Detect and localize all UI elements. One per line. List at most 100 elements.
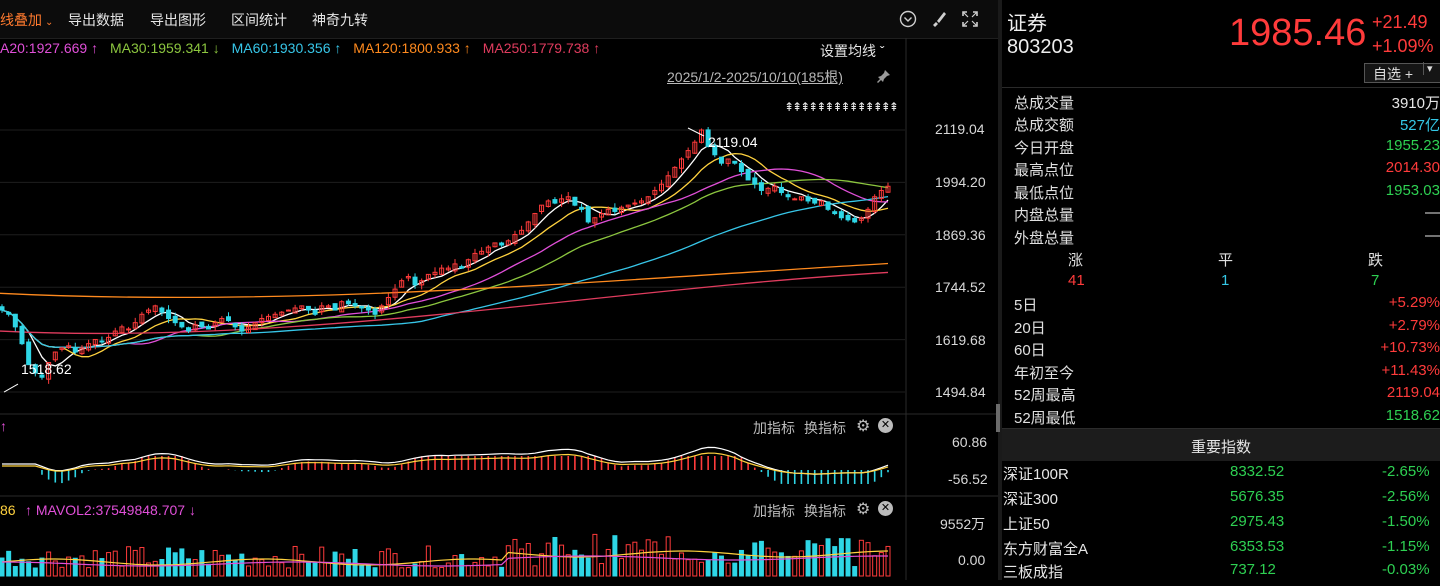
candle-body [845, 214, 851, 221]
chevron-down-icon: ⌄ [45, 17, 54, 28]
candle-body [46, 362, 52, 380]
candle-body [452, 263, 458, 272]
volume-bar [465, 564, 471, 577]
index-value: 5676.35 [1230, 488, 1285, 505]
volume-bar [772, 551, 778, 577]
up-count-label: 涨 [1068, 252, 1084, 269]
candle-body [525, 221, 531, 232]
period-value: 1518.62 [1385, 407, 1440, 424]
candle-body [419, 280, 425, 286]
candle-body [146, 309, 152, 313]
candle-body [552, 199, 558, 204]
index-value: 737.12 [1230, 561, 1276, 578]
vol-axis-top: 9552万 [940, 516, 986, 532]
draw-brush-icon[interactable] [929, 9, 949, 29]
candle-body [865, 208, 871, 219]
gear-icon[interactable]: ⚙ [856, 418, 871, 435]
index-row[interactable]: 深证300 5676.35 -2.56% [1002, 488, 1440, 513]
index-row[interactable]: 上证50 2975.43 -1.50% [1002, 513, 1440, 538]
volume-bar [732, 562, 738, 577]
index-row[interactable]: 东方财富全A 6353.53 -1.15% [1002, 538, 1440, 563]
candle-body [519, 229, 525, 235]
volume-bar [738, 549, 744, 577]
candle-body [712, 145, 718, 156]
candle-body [465, 259, 471, 268]
ma5-line [1, 144, 889, 367]
volume-bar [619, 558, 625, 577]
volume-bar [718, 555, 724, 577]
stat-label: 外盘总量 [1014, 230, 1075, 247]
kline-chart[interactable] [0, 38, 998, 580]
macd-switch-indicator-button[interactable]: 换指标 [804, 420, 846, 436]
candle-body [718, 156, 724, 164]
vol-switch-indicator-button[interactable]: 换指标 [804, 503, 846, 519]
signal-markers: ⇞⇞⇞⇞⇞⇞⇞⇞⇞⇞⇞⇞⇞⇞ [784, 100, 899, 114]
dea-line [2, 452, 889, 475]
volume-bar [166, 547, 172, 577]
ma60-legend: MA60:1930.356 ↑ [231, 40, 342, 56]
candle-body [192, 324, 198, 331]
volume-bar [59, 566, 65, 577]
volume-bar [865, 542, 871, 577]
candle-body [432, 271, 438, 276]
vol-label: 86 [0, 502, 16, 518]
gear-icon[interactable]: ⚙ [856, 501, 871, 518]
macd-add-indicator-button[interactable]: 加指标 [753, 420, 795, 436]
volume-bar [412, 563, 418, 577]
add-watchlist-button[interactable]: 自选 + ▾ [1364, 62, 1440, 83]
volume-bar [6, 550, 12, 577]
candle-body [445, 267, 451, 271]
index-row[interactable]: 深证100R 8332.52 -2.65% [1002, 463, 1440, 488]
volume-bar [845, 538, 851, 577]
candle-body [325, 305, 331, 308]
overlay-dropdown[interactable]: 线叠加 ⌄ [0, 10, 53, 30]
volume-bar [678, 552, 684, 577]
panel-divider[interactable] [998, 0, 1002, 580]
volume-bar [12, 566, 18, 577]
ma-settings-button[interactable]: 设置均线 ˇ [820, 43, 885, 59]
price-tick: 1494.84 [935, 384, 986, 400]
candle-body [812, 197, 818, 204]
macd-axis-top: 60.86 [952, 434, 988, 450]
up-count: 41 [1068, 272, 1085, 289]
index-pct: -1.50% [1382, 513, 1430, 530]
candle-body [106, 336, 112, 344]
candle-body [399, 280, 405, 288]
index-value: 6353.53 [1230, 538, 1285, 555]
chevron-down-icon[interactable]: ▾ [1423, 62, 1433, 75]
range-stats-button[interactable]: 区间统计 [231, 12, 287, 28]
export-data-button[interactable]: 导出数据 [68, 12, 124, 28]
index-row[interactable]: 三板成指 737.12 -0.03% [1002, 561, 1440, 586]
index-pct: -2.56% [1382, 488, 1430, 505]
indices-header: 重要指数 [1002, 428, 1440, 461]
vol-add-indicator-button[interactable]: 加指标 [753, 503, 795, 519]
period-value: +5.29% [1388, 294, 1440, 311]
index-value: 8332.52 [1230, 463, 1285, 480]
magic-nine-button[interactable]: 神奇九转 [312, 12, 368, 28]
close-icon[interactable]: ✕ [878, 501, 893, 516]
candle-body [852, 217, 858, 223]
pin-icon[interactable] [876, 68, 892, 84]
candle-body [365, 306, 371, 311]
volume-bar [605, 548, 611, 577]
candle-body [838, 211, 844, 219]
candle-body [472, 252, 478, 262]
collapse-circle-icon[interactable] [898, 9, 918, 29]
volume-bar [419, 561, 425, 577]
volume-bar [19, 558, 25, 577]
scrollbar[interactable] [996, 404, 1000, 432]
ma250-legend: MA250:1779.738 ↑ [482, 40, 601, 56]
period-label: 5日 [1014, 297, 1038, 314]
close-icon[interactable]: ✕ [878, 418, 893, 433]
stat-row: 总成交量 3910万 [1002, 92, 1440, 114]
mavol2-label: ↑ MAVOL2:37549848.707 ↓ [25, 502, 196, 518]
stat-row: 内盘总量 — [1002, 204, 1440, 226]
last-price: 1985.46 [1229, 12, 1367, 54]
volume-bar [99, 558, 105, 577]
volume-bar [232, 559, 238, 577]
candle-body [605, 208, 611, 216]
candle-body [685, 150, 691, 158]
stat-row: 今日开盘 1955.23 [1002, 137, 1440, 159]
fullscreen-icon[interactable] [960, 9, 980, 29]
export-chart-button[interactable]: 导出图形 [150, 12, 206, 28]
